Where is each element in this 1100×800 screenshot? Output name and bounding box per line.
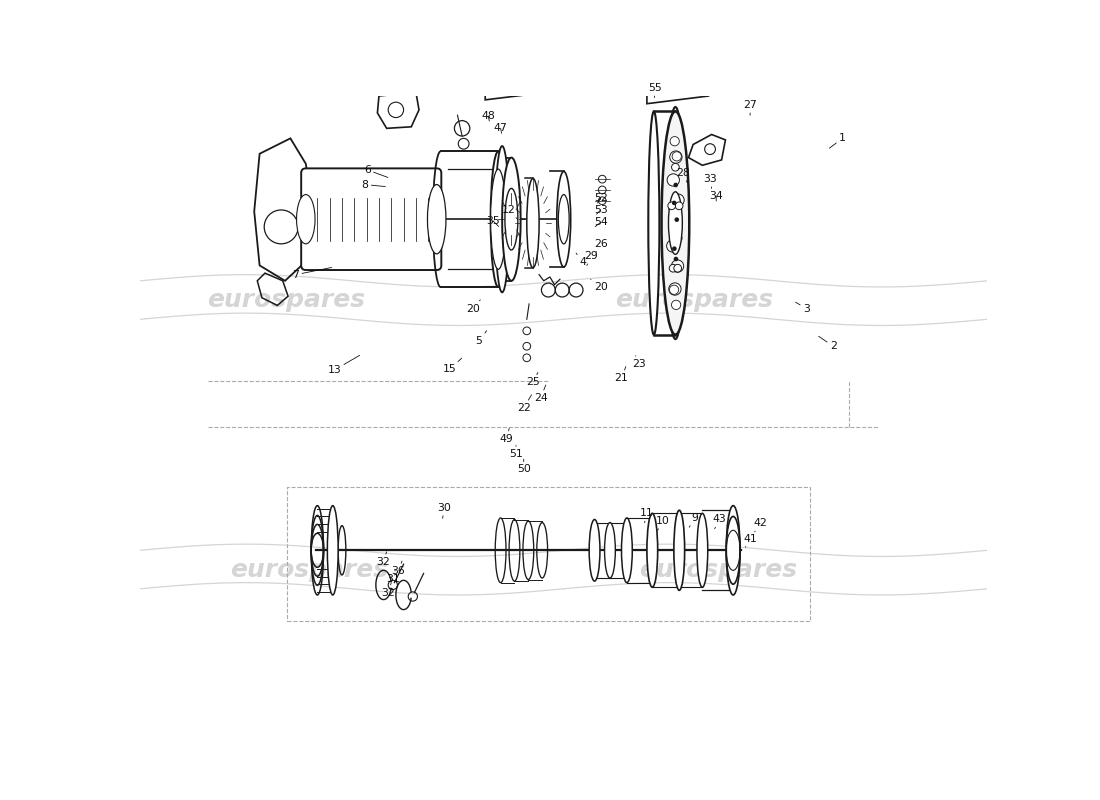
Ellipse shape	[557, 171, 571, 267]
Text: 35: 35	[486, 216, 499, 226]
Ellipse shape	[495, 146, 509, 292]
Text: 51: 51	[509, 446, 522, 459]
Ellipse shape	[491, 151, 506, 287]
Text: 20: 20	[466, 300, 481, 314]
Circle shape	[669, 283, 681, 295]
FancyBboxPatch shape	[301, 168, 441, 270]
Ellipse shape	[297, 194, 315, 244]
Circle shape	[670, 151, 682, 163]
Circle shape	[671, 163, 680, 171]
Text: 11: 11	[640, 508, 653, 522]
Text: 9: 9	[690, 513, 698, 527]
Circle shape	[674, 218, 679, 222]
Text: 36: 36	[392, 561, 405, 576]
Text: 21: 21	[615, 366, 628, 383]
Text: 3: 3	[795, 302, 810, 314]
Text: 32: 32	[376, 552, 389, 567]
Ellipse shape	[621, 518, 632, 582]
Text: 25: 25	[526, 373, 540, 387]
Circle shape	[674, 264, 682, 272]
Circle shape	[673, 182, 678, 187]
Ellipse shape	[502, 158, 520, 281]
Ellipse shape	[648, 111, 659, 334]
Text: eurospares: eurospares	[616, 288, 773, 312]
Ellipse shape	[605, 522, 615, 578]
Text: 12: 12	[502, 205, 517, 219]
Text: 2: 2	[818, 336, 837, 351]
Ellipse shape	[559, 194, 569, 244]
Circle shape	[670, 137, 680, 146]
Circle shape	[669, 203, 678, 213]
Ellipse shape	[726, 506, 740, 595]
Text: 32: 32	[382, 582, 395, 598]
Text: 43: 43	[713, 514, 726, 529]
Text: 50: 50	[517, 459, 530, 474]
Circle shape	[667, 240, 679, 252]
Ellipse shape	[647, 514, 658, 587]
Text: 31: 31	[386, 570, 399, 584]
Circle shape	[672, 194, 684, 206]
Text: 54: 54	[594, 218, 607, 227]
Text: 23: 23	[632, 356, 646, 369]
Text: 26: 26	[594, 239, 607, 252]
Text: 30: 30	[438, 503, 451, 518]
Text: 55: 55	[648, 83, 661, 98]
Text: 22: 22	[517, 395, 531, 413]
Text: eurospares: eurospares	[639, 558, 796, 582]
Ellipse shape	[697, 514, 707, 587]
Text: 47: 47	[494, 123, 507, 134]
Text: 42: 42	[754, 518, 767, 532]
Text: 6: 6	[364, 165, 388, 178]
Text: 34: 34	[710, 191, 723, 201]
Text: 7: 7	[293, 267, 331, 280]
Circle shape	[668, 202, 675, 210]
Text: 53: 53	[594, 205, 607, 215]
Ellipse shape	[428, 185, 446, 254]
Ellipse shape	[590, 519, 600, 581]
Circle shape	[672, 201, 676, 206]
Text: 4: 4	[576, 253, 586, 267]
Circle shape	[673, 257, 679, 262]
Text: 33: 33	[703, 174, 717, 188]
Text: eurospares: eurospares	[231, 558, 388, 582]
Text: 28: 28	[676, 168, 690, 182]
Circle shape	[667, 174, 680, 186]
Text: 49: 49	[499, 428, 514, 444]
Circle shape	[675, 202, 683, 210]
Ellipse shape	[674, 510, 684, 590]
Ellipse shape	[527, 178, 539, 268]
Circle shape	[672, 246, 676, 251]
Text: 52: 52	[594, 193, 607, 203]
Circle shape	[673, 234, 682, 242]
Ellipse shape	[328, 506, 338, 595]
Circle shape	[669, 264, 676, 272]
Circle shape	[671, 300, 681, 310]
Text: 13: 13	[328, 355, 360, 375]
Ellipse shape	[661, 111, 690, 334]
Text: 48: 48	[482, 111, 495, 121]
Text: 41: 41	[744, 534, 757, 547]
Ellipse shape	[669, 192, 682, 254]
Text: 20: 20	[591, 279, 607, 292]
Text: 10: 10	[656, 516, 669, 530]
Text: 15: 15	[443, 358, 462, 374]
Text: eurospares: eurospares	[208, 288, 365, 312]
Ellipse shape	[264, 210, 298, 244]
Text: 8: 8	[362, 179, 385, 190]
Circle shape	[672, 152, 681, 161]
Text: 29: 29	[584, 251, 598, 266]
Text: 5: 5	[475, 330, 486, 346]
Text: 1: 1	[829, 134, 846, 148]
Circle shape	[670, 285, 679, 294]
Ellipse shape	[491, 169, 506, 270]
Text: 24: 24	[534, 385, 548, 403]
Text: 27: 27	[744, 100, 757, 115]
Ellipse shape	[505, 189, 518, 250]
Circle shape	[671, 260, 684, 272]
